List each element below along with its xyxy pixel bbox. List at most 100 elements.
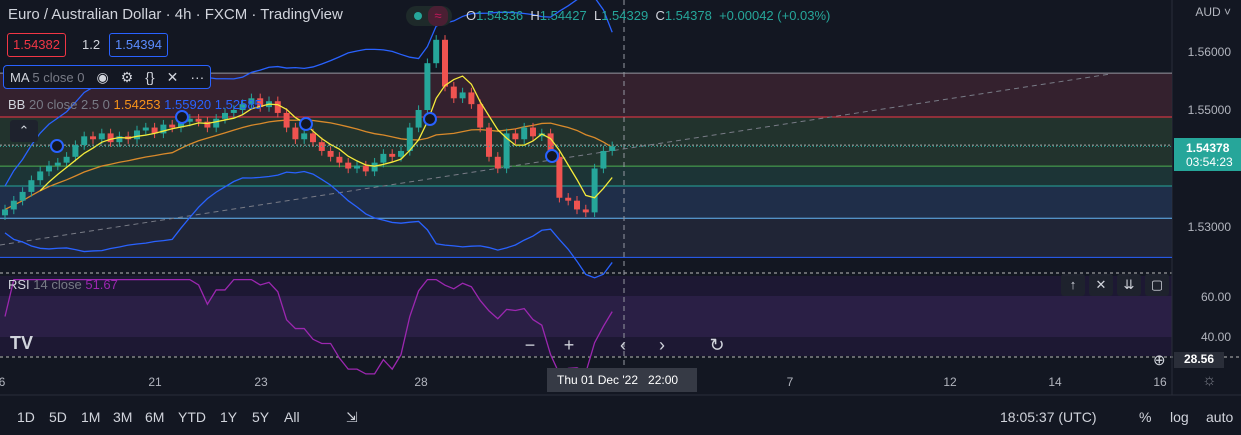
candle-body xyxy=(354,165,360,169)
candle-body xyxy=(2,209,8,216)
time-label: 6 xyxy=(0,375,6,389)
candle-body xyxy=(494,156,501,169)
ohlc-readout: O1.54336 H1.54427 L1.54329 C1.54378 +0.0… xyxy=(466,8,831,23)
zoom-out-button[interactable]: − xyxy=(524,335,536,355)
date-range-icon[interactable]: ⇲ xyxy=(346,409,358,425)
range-all[interactable]: All xyxy=(284,409,300,425)
candle-body xyxy=(37,171,44,181)
eye-icon[interactable]: ◉ xyxy=(96,68,109,85)
range-1d[interactable]: 1D xyxy=(17,409,35,425)
scroll-right-button[interactable]: › xyxy=(659,335,665,355)
candle-body xyxy=(283,112,290,128)
range-1m[interactable]: 1M xyxy=(81,409,101,425)
range-5y[interactable]: 5Y xyxy=(252,409,270,425)
signal-marker xyxy=(545,149,559,163)
ma-name: MA xyxy=(10,69,29,85)
scroll-left-button[interactable]: ‹ xyxy=(620,335,626,355)
currency-selector[interactable]: AUD ˅ xyxy=(1195,5,1231,19)
candle-body xyxy=(292,127,299,140)
candle-body xyxy=(547,133,554,157)
auto-toggle[interactable]: auto xyxy=(1206,409,1234,425)
candle-body xyxy=(371,162,378,172)
candle-body xyxy=(336,156,343,163)
source-code-icon[interactable]: {} xyxy=(145,69,155,85)
range-3m[interactable]: 3M xyxy=(113,409,133,425)
rsi-marker: 28.56 xyxy=(1174,352,1224,368)
more-icon[interactable]: ··· xyxy=(190,69,205,85)
signal-marker xyxy=(50,139,64,153)
candle-body xyxy=(28,180,35,192)
settings-icon[interactable]: ☼ xyxy=(1202,372,1217,389)
fib-zone xyxy=(0,218,1172,258)
market-status[interactable]: ≈ xyxy=(406,6,452,26)
sell-button[interactable]: 1.54382 xyxy=(7,33,66,57)
candle-body xyxy=(72,145,79,157)
candle-body xyxy=(415,110,422,128)
crosshair-time-label: Thu 01 Dec '22 22:00 xyxy=(547,368,697,392)
candle-body xyxy=(609,146,616,151)
rsi-band xyxy=(0,296,1172,337)
log-toggle[interactable]: log xyxy=(1170,409,1189,425)
candle-body xyxy=(257,98,264,108)
candle-body xyxy=(450,86,457,99)
candle-body xyxy=(46,165,52,172)
candle-body xyxy=(362,165,369,172)
range-1y[interactable]: 1Y xyxy=(220,409,238,425)
candle-body xyxy=(98,133,105,140)
candle-body xyxy=(301,133,308,140)
zoom-in-button[interactable]: + xyxy=(563,335,575,355)
time-label: 16 xyxy=(1153,375,1167,389)
tradingview-logo[interactable]: TV xyxy=(10,333,34,353)
candle-body xyxy=(142,127,149,131)
candle-body xyxy=(195,118,202,122)
rsi-line xyxy=(4,278,613,375)
ma-params: 5 close 0 xyxy=(32,69,85,85)
maximize-pane-button[interactable]: ▢ xyxy=(1145,274,1169,296)
candle-body xyxy=(521,127,528,140)
candle-body xyxy=(565,197,572,201)
fib-zone xyxy=(0,145,1172,167)
market-open-dot xyxy=(414,12,422,20)
spread: 1.2 xyxy=(82,37,101,52)
signal-marker xyxy=(299,117,313,131)
collapse-pane-button[interactable]: ⇊ xyxy=(1117,274,1141,296)
close-pane-button[interactable]: ✕ xyxy=(1089,274,1113,296)
candle-body xyxy=(310,133,316,143)
reset-chart-button[interactable]: ↻ xyxy=(709,335,725,355)
collapse-legend-button[interactable]: ⌃ xyxy=(10,120,38,142)
buy-button[interactable]: 1.54394 xyxy=(109,33,168,57)
range-ytd[interactable]: YTD xyxy=(178,409,206,425)
clock[interactable]: 18:05:37 (UTC) xyxy=(1000,409,1097,425)
close-icon[interactable]: ✕ xyxy=(166,68,179,85)
candle-body xyxy=(90,136,96,140)
time-label: 7 xyxy=(786,375,794,389)
signal-marker xyxy=(423,112,437,126)
gear-icon[interactable]: ⚙ xyxy=(120,68,134,85)
bb-lower-line xyxy=(4,170,613,279)
time-label: 14 xyxy=(1048,375,1062,389)
rsi-label: 40.00 xyxy=(1200,330,1231,344)
candle-body xyxy=(389,153,396,157)
candle-body xyxy=(486,127,492,157)
move-pane-up-button[interactable]: ↑ xyxy=(1061,274,1085,296)
candle-body xyxy=(230,110,237,113)
candle-body xyxy=(459,92,466,99)
rsi-legend[interactable]: RSI 14 close 51.67 xyxy=(8,277,118,292)
candle-body xyxy=(442,39,448,87)
percent-toggle[interactable]: % xyxy=(1139,409,1152,425)
candle-body xyxy=(10,200,17,210)
candle-body xyxy=(406,127,413,151)
candle-body xyxy=(239,104,246,110)
last-price-badge: 1.54378 03:54:23 xyxy=(1174,138,1241,171)
add-icon[interactable]: ⊕ xyxy=(1153,352,1166,369)
ma-legend[interactable]: MA 5 close 0 ◉ ⚙ {} ✕ ··· xyxy=(3,65,212,89)
candle-body xyxy=(160,124,167,134)
range-5d[interactable]: 5D xyxy=(49,409,67,425)
candle-body xyxy=(591,168,598,213)
bb-legend[interactable]: BB 20 close 2.5 0 1.54253 1.55920 1.5258… xyxy=(8,97,262,112)
candle-body xyxy=(81,136,88,146)
range-6m[interactable]: 6M xyxy=(145,409,165,425)
price-label: 1.55000 xyxy=(1187,103,1231,117)
candle-body xyxy=(345,162,352,169)
